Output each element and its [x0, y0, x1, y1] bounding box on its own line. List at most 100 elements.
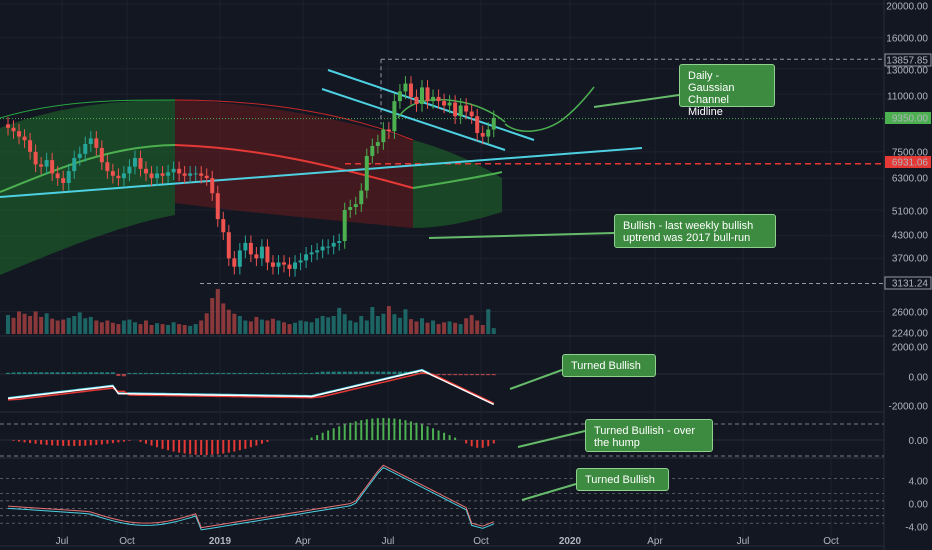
macd-histogram-bar — [121, 374, 126, 377]
volume-bar — [397, 317, 402, 334]
volume-bar — [127, 319, 132, 334]
macd-histogram-bar — [28, 372, 33, 374]
macd-histogram-bar — [72, 372, 77, 374]
volume-bar — [6, 315, 10, 334]
candle-body — [28, 140, 33, 152]
volume-bar — [442, 322, 447, 334]
macd-note: Turned Bullish — [562, 354, 656, 377]
candle-body — [121, 173, 126, 179]
candle-body — [182, 173, 187, 176]
channel-midline-green-right — [412, 171, 503, 189]
candle-body — [39, 164, 44, 167]
time-axis-label: Jul — [737, 536, 750, 547]
volume-bar — [11, 317, 16, 334]
volume-bar — [320, 316, 325, 334]
price-axis-label: 7500.00 — [892, 148, 929, 159]
candle-body — [61, 178, 66, 183]
macd-histogram-bar — [166, 372, 171, 374]
candle-body — [309, 252, 314, 255]
candle-body — [331, 242, 336, 247]
macd-axis-label: 0.00 — [909, 373, 929, 384]
macd-signal-line — [7, 372, 495, 404]
candle-body — [475, 116, 480, 133]
volume-bar — [254, 316, 259, 334]
price-axis: 20000.00 16000.00 13000.00 11000.00 9350.00 7… — [884, 2, 932, 534]
volume-bar — [204, 313, 209, 334]
macd-axis-label: 2000.00 — [892, 343, 929, 354]
candle-body — [72, 157, 77, 172]
candle-body — [287, 264, 292, 269]
macd-histogram-bar — [270, 372, 275, 374]
macd-histogram-bar — [127, 372, 132, 374]
volume-bar — [364, 320, 369, 334]
price-axis-label: 16000.00 — [886, 34, 928, 45]
volume-bar — [420, 318, 424, 334]
macd-histogram-bar — [105, 372, 110, 374]
candle-body — [293, 262, 298, 269]
candle-body — [420, 87, 424, 105]
candle-body — [348, 207, 353, 210]
macd-histogram-bar — [160, 372, 165, 374]
volume-bar — [116, 324, 121, 334]
candle-body — [160, 173, 165, 176]
macd-histogram-bar — [132, 372, 137, 374]
volume-bar — [353, 322, 358, 334]
macd-histogram-bar — [414, 371, 419, 374]
macd-histogram-bar — [193, 372, 198, 374]
candle-body — [105, 162, 110, 172]
channel-top-trendline — [327, 69, 535, 141]
candle-body — [215, 193, 220, 220]
oscillator-line — [7, 464, 494, 529]
time-axis-label: Jul — [56, 536, 69, 547]
candle-body — [116, 175, 121, 179]
macd-histogram-bar — [342, 371, 347, 374]
candle-body — [17, 131, 22, 137]
channel-bottom-trendline — [321, 88, 506, 151]
volume-bars — [6, 289, 496, 334]
macd-histogram-bar — [221, 372, 226, 374]
macd-histogram-bar — [215, 372, 220, 374]
volume-bar — [348, 320, 353, 334]
volume-bar — [315, 318, 320, 334]
gaussian-note-pointer — [593, 94, 680, 108]
candle-body — [132, 157, 137, 167]
candle-body — [254, 254, 259, 259]
candle-body — [221, 219, 226, 233]
time-axis-label: Jul — [382, 536, 395, 547]
macd-histogram-bar — [298, 372, 303, 374]
volume-bar — [326, 317, 331, 334]
macd-histogram-bar — [33, 372, 38, 374]
volume-bar — [110, 322, 115, 334]
macd-histogram-bar — [77, 372, 82, 374]
candle-body — [166, 172, 171, 176]
oscillator-pane — [0, 464, 884, 531]
volume-bar — [342, 314, 347, 334]
macd-histogram-bar — [83, 372, 88, 374]
candle-body — [298, 260, 303, 263]
volume-bar — [375, 316, 380, 334]
trend-lines — [0, 58, 884, 285]
time-axis-label: Oct — [473, 536, 489, 547]
macd-histogram-bar — [177, 372, 182, 374]
time-axis-label: Oct — [823, 536, 839, 547]
volume-bar — [44, 313, 49, 334]
volume-bar — [243, 320, 248, 334]
candle-body — [55, 173, 60, 179]
macd-histogram-bar — [237, 372, 242, 374]
volume-bar — [270, 318, 275, 334]
time-axis: Jul Oct 2019 Apr Jul Oct 2020 Apr Jul Oct — [56, 536, 839, 547]
macd-histogram-bar — [6, 372, 10, 374]
volume-bar — [39, 316, 44, 334]
volume-bar — [447, 321, 452, 334]
candle-body — [486, 129, 491, 137]
macd-histogram-bar — [304, 372, 309, 374]
volume-bar — [359, 316, 364, 334]
macd-histogram-bar — [248, 372, 253, 374]
macd-histogram-bar — [442, 374, 447, 376]
volume-bar — [436, 324, 441, 334]
price-tag-bg — [884, 276, 932, 290]
macd-histogram-bar — [375, 371, 380, 374]
channel-green-band-left — [0, 100, 175, 275]
macd-histogram-bar — [337, 371, 342, 374]
candle-body — [480, 132, 485, 137]
